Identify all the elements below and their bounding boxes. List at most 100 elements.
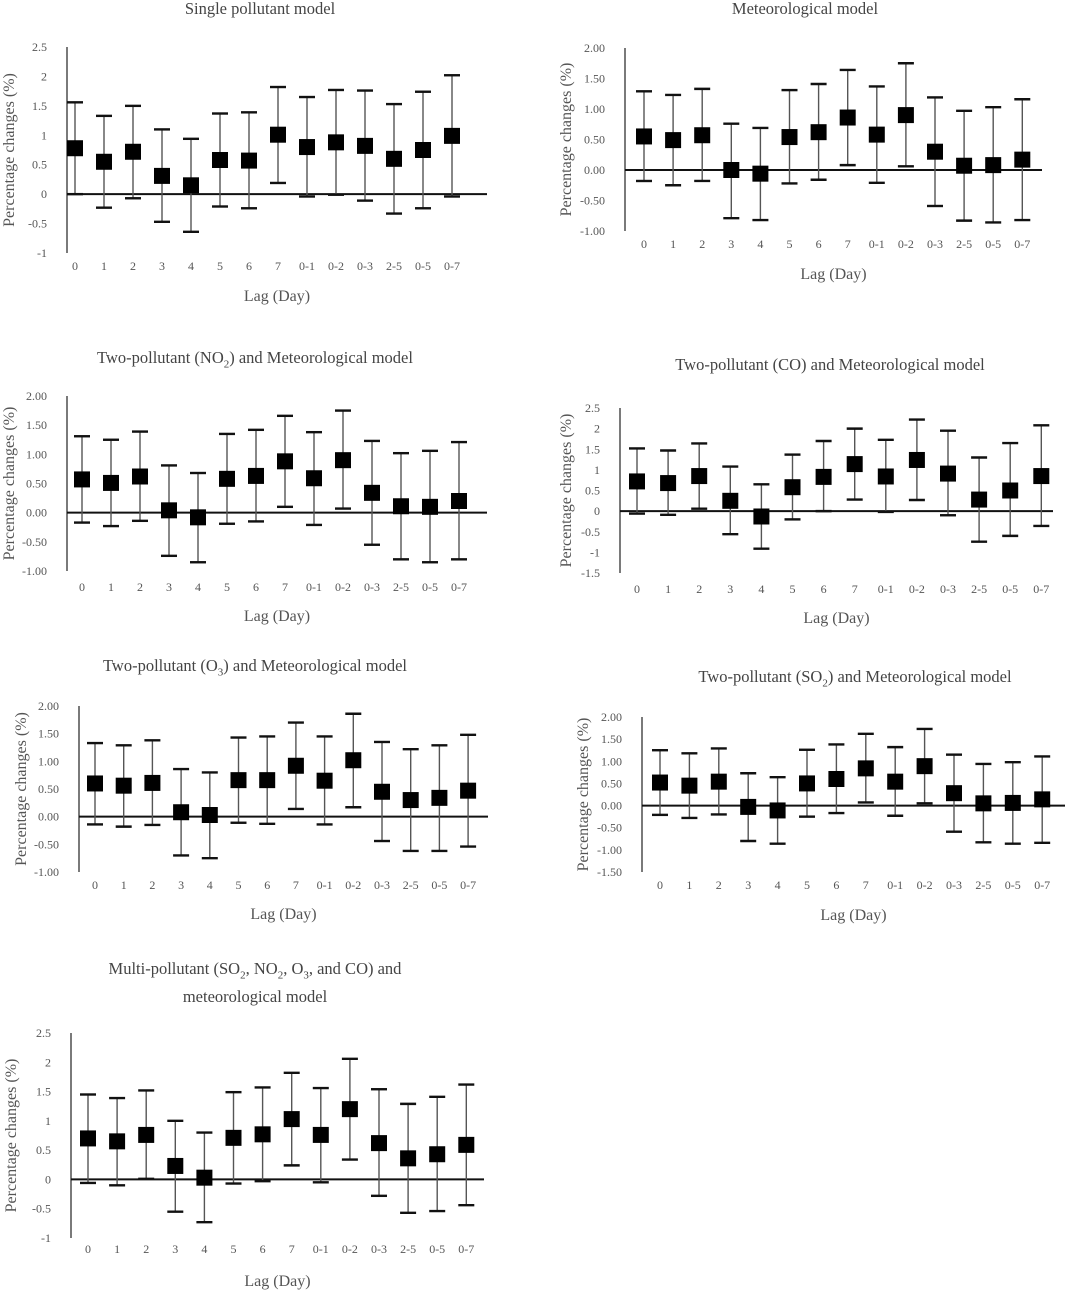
x-tick-label: 1 [686,878,692,892]
point-estimate-marker [723,162,740,178]
x-tick-label: 4 [201,1242,207,1256]
point-estimate-marker [753,508,770,525]
y-tick-label: -1.5 [581,566,600,580]
x-tick-label: 2 [716,878,722,892]
x-tick-label: 0 [657,878,663,892]
x-tick-label: 6 [253,580,259,594]
y-axis-label: Percentage changes (%) [558,63,575,217]
y-tick-label: 2.00 [584,41,605,55]
chart-title: Two-pollutant (NO2) and Meteorological m… [97,348,413,371]
x-tick-label: 0 [634,582,640,596]
chart-svg: 2.00 1.50 1.00 0.50 0.00 -0.50 -1.00 Percentage… [13,699,488,923]
point-estimate-marker [815,468,832,485]
y-axis-label: Percentage changes (%) [575,718,592,872]
y-tick-label: 0.5 [36,1143,51,1157]
x-tick-label: 0-3 [364,580,380,594]
y-tick-label: 0.5 [585,484,600,498]
x-tick-label: 0-2 [917,878,933,892]
x-tick-label: 0-7 [444,259,460,273]
y-tick-label: 0.50 [38,782,59,796]
point-estimate-marker [109,1133,126,1150]
x-tick-label: 2 [699,237,705,251]
x-tick-label: 0-1 [299,259,315,273]
y-tick-label: -1.00 [34,865,59,879]
point-estimate-marker [916,758,933,775]
y-tick-label: -0.5 [32,1202,51,1216]
y-tick-label: 1.50 [584,72,605,86]
x-tick-label: 0-1 [313,1242,329,1256]
chart-title-line1: Multi-pollutant (SO2, NO2, O3, and CO) a… [108,959,402,982]
point-estimate-marker [740,798,757,815]
x-tick-label: 0 [85,1242,91,1256]
y-tick-label: 0 [594,504,600,518]
x-tick-label: 0-5 [1005,878,1021,892]
y-tick-label: -1 [590,545,600,559]
x-tick-label: 4 [207,878,213,892]
point-estimate-marker [196,1169,213,1186]
y-tick-label: -0.50 [597,821,622,835]
point-estimate-marker [125,143,141,160]
x-tick-label: 5 [224,580,230,594]
y-tick-label: 0.00 [26,506,47,520]
point-estimate-marker [629,473,645,490]
point-estimate-marker [87,775,103,792]
y-tick-label: 2 [45,1055,51,1069]
x-tick-label: 0-3 [357,259,373,273]
x-tick-label: 6 [821,582,827,596]
point-estimate-marker [940,465,956,482]
x-tick-label: 2-5 [400,1242,416,1256]
y-tick-label: 1.5 [585,442,600,456]
x-tick-label: 0 [641,237,647,251]
x-tick-label: 7 [852,582,858,596]
point-estimate-marker [1004,794,1021,811]
y-tick-label: 2 [594,422,600,436]
chart-panel-co: Two-pollutant (CO) and Meteorological mo… [545,345,1065,645]
point-estimate-marker [652,774,668,791]
chart-svg: 2.5 2 1.5 1 0.5 0 -0.5 -1 Percentage changes (%)… [3,1026,484,1290]
y-tick-label: 1.5 [32,99,47,113]
y-axis-label: Percentage changes (%) [1,73,18,227]
point-estimate-marker [357,137,373,154]
chart-svg: 2.00 1.50 1.00 0.50 0.00 -0.50 -1.00 Percentage… [1,389,487,625]
point-estimate-marker [722,492,739,509]
x-tick-label: 0-2 [342,1242,358,1256]
x-tick-label: 6 [816,237,822,251]
x-tick-label: 7 [275,259,281,273]
x-axis-label: Lag (Day) [820,907,886,924]
y-axis-label: Percentage changes (%) [3,1059,20,1213]
x-tick-label: 3 [159,259,165,273]
point-estimate-marker [681,777,698,794]
x-tick-label: 4 [758,582,764,596]
point-estimate-marker [402,792,419,809]
point-estimate-marker [161,502,177,519]
y-tick-label: -1.00 [580,224,605,238]
point-estimate-marker [460,782,477,799]
point-estimate-marker [710,773,727,790]
y-tick-label: -0.50 [22,535,47,549]
x-tick-label: 7 [845,237,851,251]
x-tick-label: 0-2 [328,259,344,273]
x-tick-label: 0-5 [422,580,438,594]
y-tick-label: -1.00 [22,564,47,578]
x-tick-label: 0-3 [940,582,956,596]
point-estimate-marker [393,498,409,515]
point-estimate-marker [167,1157,184,1174]
x-tick-label: 3 [166,580,172,594]
y-tick-label: 1.50 [26,418,47,432]
x-tick-label: 7 [293,878,299,892]
y-tick-label: 2.00 [601,710,622,724]
x-axis-label: Lag (Day) [250,906,316,923]
x-tick-label: 4 [188,259,194,273]
y-tick-label: 2.00 [26,389,47,403]
point-estimate-marker [306,470,322,487]
y-tick-label: 1.5 [36,1085,51,1099]
x-tick-label: 2 [137,580,143,594]
point-estimate-marker [283,1111,300,1128]
x-tick-label: 0-2 [898,237,914,251]
point-estimate-marker [846,456,863,473]
x-tick-label: 2-5 [393,580,409,594]
y-tick-label: -1.00 [597,843,622,857]
x-tick-label: 1 [665,582,671,596]
chart-panel-single-pollutant: Single pollutant model 2.5 2 1.5 1 0.5 0 -0.5 -… [0,0,520,310]
point-estimate-marker [248,467,264,484]
